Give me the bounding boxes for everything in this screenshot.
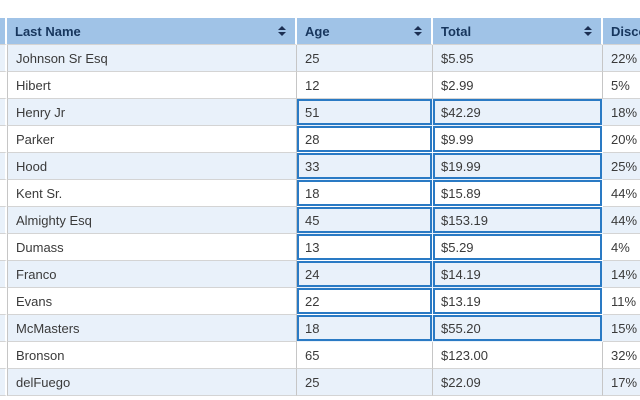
cell-age[interactable]: 12 bbox=[297, 72, 433, 99]
table-row: Hibert 12 $2.99 5% bbox=[0, 72, 640, 99]
cell-age[interactable]: 24 bbox=[297, 261, 433, 288]
column-label: Age bbox=[305, 23, 330, 39]
table-row: Almighty Esq 45 $153.19 44% bbox=[0, 207, 640, 234]
cell-last-name[interactable]: Hibert bbox=[7, 72, 297, 99]
row-gutter bbox=[0, 315, 7, 342]
table-row: Parker 28 $9.99 20% bbox=[0, 126, 640, 153]
row-gutter bbox=[0, 99, 7, 126]
cell-total[interactable]: $9.99 bbox=[433, 126, 603, 153]
cell-age[interactable]: 22 bbox=[297, 288, 433, 315]
cell-discount[interactable]: 44% bbox=[603, 207, 640, 234]
cell-total[interactable]: $19.99 bbox=[433, 153, 603, 180]
cell-discount[interactable]: 20% bbox=[603, 126, 640, 153]
sort-icon[interactable] bbox=[584, 26, 592, 36]
cell-total[interactable]: $22.09 bbox=[433, 369, 603, 396]
cell-discount[interactable]: 5% bbox=[603, 72, 640, 99]
cell-last-name[interactable]: McMasters bbox=[7, 315, 297, 342]
cell-discount[interactable]: 25% bbox=[603, 153, 640, 180]
row-gutter bbox=[0, 72, 7, 99]
cell-last-name[interactable]: Kent Sr. bbox=[7, 180, 297, 207]
column-label: Last Name bbox=[15, 23, 81, 39]
table-row: Hood 33 $19.99 25% bbox=[0, 153, 640, 180]
cell-age[interactable]: 13 bbox=[297, 234, 433, 261]
column-header-total[interactable]: Total bbox=[433, 18, 603, 45]
cell-total[interactable]: $42.29 bbox=[433, 99, 603, 126]
cell-last-name[interactable]: delFuego bbox=[7, 369, 297, 396]
cell-last-name[interactable]: Henry Jr bbox=[7, 99, 297, 126]
row-gutter bbox=[0, 261, 7, 288]
cell-age[interactable]: 51 bbox=[297, 99, 433, 126]
cell-last-name[interactable]: Franco bbox=[7, 261, 297, 288]
cell-total[interactable]: $5.29 bbox=[433, 234, 603, 261]
data-grid: Last Name Age Total Discount Johnson bbox=[0, 18, 640, 396]
column-header-discount[interactable]: Discount bbox=[603, 18, 640, 45]
cell-age[interactable]: 25 bbox=[297, 45, 433, 72]
sort-icon[interactable] bbox=[414, 26, 422, 36]
row-gutter bbox=[0, 180, 7, 207]
column-header-age[interactable]: Age bbox=[297, 18, 433, 45]
cell-total[interactable]: $14.19 bbox=[433, 261, 603, 288]
table-row: delFuego 25 $22.09 17% bbox=[0, 369, 640, 396]
table-row: Franco 24 $14.19 14% bbox=[0, 261, 640, 288]
row-gutter bbox=[0, 126, 7, 153]
column-label: Discount bbox=[611, 23, 640, 39]
cell-last-name[interactable]: Parker bbox=[7, 126, 297, 153]
header-row: Last Name Age Total Discount bbox=[0, 18, 640, 45]
cell-discount[interactable]: 17% bbox=[603, 369, 640, 396]
row-gutter bbox=[0, 369, 7, 396]
row-gutter bbox=[0, 207, 7, 234]
cell-age[interactable]: 25 bbox=[297, 369, 433, 396]
row-gutter bbox=[0, 153, 7, 180]
cell-total[interactable]: $55.20 bbox=[433, 315, 603, 342]
cell-age[interactable]: 65 bbox=[297, 342, 433, 369]
row-gutter bbox=[0, 45, 7, 72]
table-row: Bronson 65 $123.00 32% bbox=[0, 342, 640, 369]
cell-total[interactable]: $123.00 bbox=[433, 342, 603, 369]
cell-discount[interactable]: 18% bbox=[603, 99, 640, 126]
cell-discount[interactable]: 14% bbox=[603, 261, 640, 288]
cell-total[interactable]: $2.99 bbox=[433, 72, 603, 99]
row-gutter bbox=[0, 288, 7, 315]
cell-total[interactable]: $13.19 bbox=[433, 288, 603, 315]
cell-total[interactable]: $15.89 bbox=[433, 180, 603, 207]
grid-header: Last Name Age Total Discount bbox=[0, 18, 640, 45]
cell-discount[interactable]: 32% bbox=[603, 342, 640, 369]
header-gutter bbox=[0, 18, 7, 45]
cell-total[interactable]: $5.95 bbox=[433, 45, 603, 72]
row-gutter bbox=[0, 342, 7, 369]
row-gutter bbox=[0, 234, 7, 261]
table-row: Johnson Sr Esq 25 $5.95 22% bbox=[0, 45, 640, 72]
cell-age[interactable]: 18 bbox=[297, 180, 433, 207]
cell-age[interactable]: 18 bbox=[297, 315, 433, 342]
cell-discount[interactable]: 44% bbox=[603, 180, 640, 207]
sort-icon[interactable] bbox=[278, 26, 286, 36]
table-row: Henry Jr 51 $42.29 18% bbox=[0, 99, 640, 126]
cell-last-name[interactable]: Almighty Esq bbox=[7, 207, 297, 234]
cell-last-name[interactable]: Bronson bbox=[7, 342, 297, 369]
cell-last-name[interactable]: Evans bbox=[7, 288, 297, 315]
table-row: Kent Sr. 18 $15.89 44% bbox=[0, 180, 640, 207]
table-row: Evans 22 $13.19 11% bbox=[0, 288, 640, 315]
column-label: Total bbox=[441, 23, 472, 39]
cell-discount[interactable]: 22% bbox=[603, 45, 640, 72]
cell-age[interactable]: 28 bbox=[297, 126, 433, 153]
grid-body: Johnson Sr Esq 25 $5.95 22% Hibert 12 $2… bbox=[0, 45, 640, 396]
cell-age[interactable]: 33 bbox=[297, 153, 433, 180]
cell-discount[interactable]: 15% bbox=[603, 315, 640, 342]
cell-total[interactable]: $153.19 bbox=[433, 207, 603, 234]
cell-last-name[interactable]: Dumass bbox=[7, 234, 297, 261]
column-header-last-name[interactable]: Last Name bbox=[7, 18, 297, 45]
table-row: McMasters 18 $55.20 15% bbox=[0, 315, 640, 342]
cell-last-name[interactable]: Hood bbox=[7, 153, 297, 180]
cell-age[interactable]: 45 bbox=[297, 207, 433, 234]
cell-last-name[interactable]: Johnson Sr Esq bbox=[7, 45, 297, 72]
cell-discount[interactable]: 11% bbox=[603, 288, 640, 315]
cell-discount[interactable]: 4% bbox=[603, 234, 640, 261]
table-row: Dumass 13 $5.29 4% bbox=[0, 234, 640, 261]
